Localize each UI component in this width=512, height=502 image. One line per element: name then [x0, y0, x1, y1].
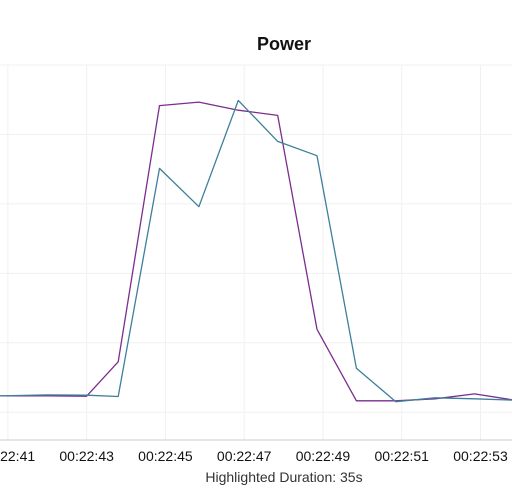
chart-series [0, 99, 512, 403]
chart-grid [0, 64, 512, 440]
x-tick-label: 00:22:43 [59, 448, 114, 464]
x-tick-label: 00:22:49 [296, 448, 351, 464]
x-tick-label: 00:22:53 [453, 448, 508, 464]
x-tick-label: 00:22:41 [0, 448, 35, 464]
series-line-2 [0, 99, 512, 403]
x-tick-label: 00:22:51 [374, 448, 429, 464]
highlighted-duration: Highlighted Duration: 35s [205, 469, 362, 485]
chart-title: Power [257, 34, 311, 54]
x-tick-label: 00:22:47 [217, 448, 272, 464]
series-line-1 [0, 101, 512, 402]
x-axis-ticks: 00:22:41 00:22:43 00:22:45 00:22:47 00:22:49… [0, 448, 508, 464]
x-tick-label: 00:22:45 [138, 448, 193, 464]
